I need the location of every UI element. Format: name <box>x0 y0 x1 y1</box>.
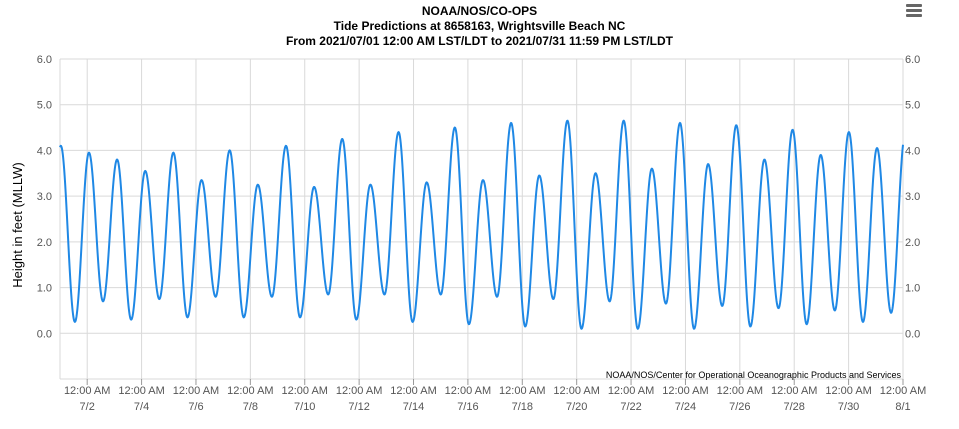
y-tick-label-right: 6.0 <box>905 54 920 66</box>
y-tick-label-right: 1.0 <box>905 283 920 295</box>
x-tick-time-label: 12:00 AM <box>227 385 273 397</box>
y-tick-label-left: 1.0 <box>37 283 52 295</box>
x-tick-time-label: 12:00 AM <box>118 385 164 397</box>
y-tick-label-left: 0.0 <box>37 328 52 340</box>
x-tick-time-label: 12:00 AM <box>553 385 599 397</box>
x-tick-time-label: 12:00 AM <box>499 385 545 397</box>
credit-text: NOAA/NOS/Center for Operational Oceanogr… <box>606 370 902 380</box>
y-tick-label-left: 4.0 <box>37 145 52 157</box>
x-axis: 12:00 AM 7/2 12:00 AM 7/4 12:00 AM 7/6 12:00 A… <box>64 379 926 413</box>
x-tick-time-label: 12:00 AM <box>608 385 654 397</box>
x-tick-time-label: 12:00 AM <box>64 385 110 397</box>
y-axis-left: 0.0 1.0 2.0 3.0 4.0 5.0 6.0 <box>37 54 52 340</box>
y-tick-label-right: 4.0 <box>905 145 920 157</box>
x-tick-time-label: 12:00 AM <box>390 385 436 397</box>
x-tick-date-label: 7/2 <box>80 401 95 413</box>
x-tick-time-label: 12:00 AM <box>662 385 708 397</box>
x-tick-date-label: 8/1 <box>895 401 910 413</box>
x-tick-date-label: 7/18 <box>512 401 533 413</box>
tide-series <box>59 119 904 330</box>
y-tick-label-right: 2.0 <box>905 237 920 249</box>
x-tick-time-label: 12:00 AM <box>336 385 382 397</box>
x-tick-time-label: 12:00 AM <box>281 385 327 397</box>
y-axis-right: 0.0 1.0 2.0 3.0 4.0 5.0 6.0 <box>905 54 920 340</box>
grid-lines <box>59 58 904 380</box>
x-tick-time-label: 12:00 AM <box>445 385 491 397</box>
y-tick-label-right: 3.0 <box>905 191 920 203</box>
x-tick-date-label: 7/28 <box>784 401 805 413</box>
x-tick-date-label: 7/16 <box>457 401 478 413</box>
tide-line <box>59 119 904 330</box>
x-tick-date-label: 7/8 <box>243 401 258 413</box>
y-tick-label-left: 6.0 <box>37 54 52 66</box>
x-tick-date-label: 7/22 <box>620 401 641 413</box>
y-tick-label-left: 2.0 <box>37 237 52 249</box>
x-tick-time-label: 12:00 AM <box>771 385 817 397</box>
x-tick-date-label: 7/10 <box>294 401 315 413</box>
x-tick-date-label: 7/4 <box>134 401 149 413</box>
x-tick-date-label: 7/26 <box>729 401 750 413</box>
x-tick-date-label: 7/12 <box>348 401 369 413</box>
y-tick-label-right: 5.0 <box>905 100 920 112</box>
y-tick-label-left: 3.0 <box>37 191 52 203</box>
x-tick-date-label: 7/14 <box>403 401 424 413</box>
x-tick-date-label: 7/20 <box>566 401 587 413</box>
chart-title-line2: Tide Predictions at 8658163, Wrightsvill… <box>333 19 626 33</box>
y-tick-label-right: 0.0 <box>905 328 920 340</box>
x-tick-time-label: 12:00 AM <box>880 385 926 397</box>
x-tick-time-label: 12:00 AM <box>173 385 219 397</box>
x-tick-date-label: 7/30 <box>838 401 859 413</box>
y-axis-label: Height in feet (MLLW) <box>10 162 25 287</box>
chart-title-line1: NOAA/NOS/CO-OPS <box>421 4 538 18</box>
x-tick-time-label: 12:00 AM <box>717 385 763 397</box>
chart-title-line3: From 2021/07/01 12:00 AM LST/LDT to 2021… <box>285 34 674 48</box>
y-tick-label-left: 5.0 <box>37 100 52 112</box>
x-tick-time-label: 12:00 AM <box>825 385 871 397</box>
x-tick-date-label: 7/24 <box>675 401 696 413</box>
x-tick-date-label: 7/6 <box>188 401 203 413</box>
hamburger-menu-icon[interactable] <box>904 2 924 20</box>
